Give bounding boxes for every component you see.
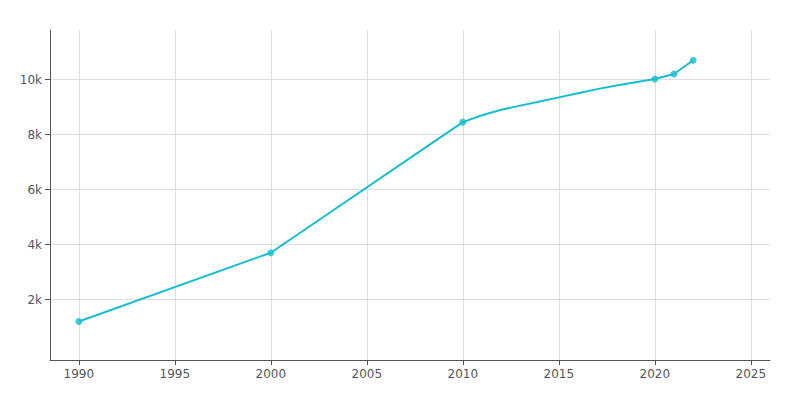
svg-text:2015: 2015 <box>544 367 575 381</box>
svg-text:4k: 4k <box>27 238 42 252</box>
svg-text:2000: 2000 <box>256 367 287 381</box>
svg-text:2020: 2020 <box>640 367 671 381</box>
svg-text:10k: 10k <box>20 73 42 87</box>
svg-text:8k: 8k <box>27 128 42 142</box>
svg-text:2010: 2010 <box>448 367 479 381</box>
svg-text:2k: 2k <box>27 293 42 307</box>
svg-text:2005: 2005 <box>352 367 383 381</box>
svg-text:1995: 1995 <box>160 367 191 381</box>
svg-text:6k: 6k <box>27 183 42 197</box>
svg-text:1990: 1990 <box>64 367 95 381</box>
svg-text:2025: 2025 <box>736 367 767 381</box>
